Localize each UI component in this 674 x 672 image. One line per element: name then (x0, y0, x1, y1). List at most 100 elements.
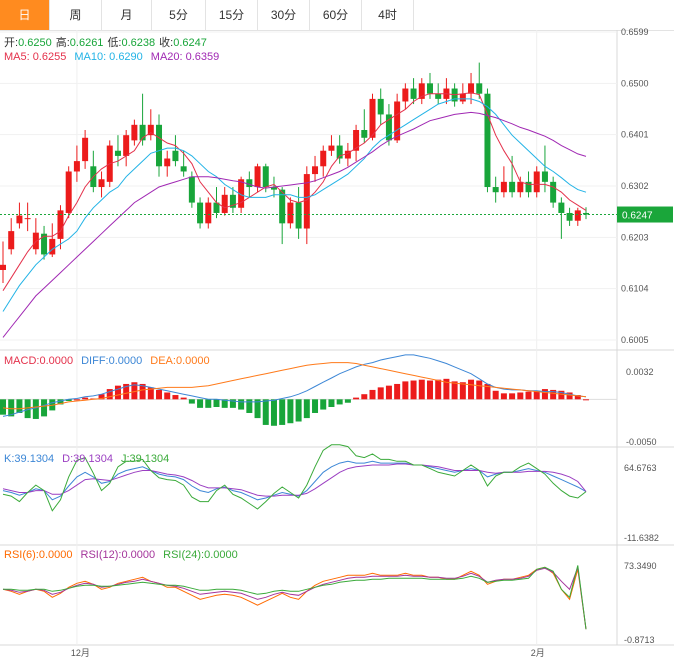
macd-bar-4 (24, 399, 31, 419)
rsi6-value: 0.0000 (39, 549, 73, 561)
macd-bar-13 (98, 394, 105, 400)
macd-bar-42 (336, 399, 343, 405)
tab-7[interactable]: 60分 (310, 0, 362, 30)
rsi-tick-1: 73.3490 (624, 561, 657, 571)
candle-body-41 (328, 145, 335, 151)
macd-bar-40 (320, 399, 327, 410)
candle-body-31 (246, 179, 253, 188)
candle-body-33 (262, 166, 269, 188)
chart-grid (0, 30, 674, 646)
candle-body-67 (541, 171, 548, 182)
candle-body-69 (558, 202, 565, 213)
rsi24-line (3, 565, 587, 630)
macd-bar-64 (517, 392, 524, 400)
macd-bar-62 (500, 393, 507, 400)
macd-bar-8 (57, 399, 64, 405)
tab-6[interactable]: 30分 (258, 0, 310, 30)
macd-tick-1: 0.0032 (626, 367, 654, 377)
j-value: 39.1304 (130, 453, 170, 465)
macd-bar-58 (468, 379, 475, 400)
candle-body-54 (435, 93, 442, 99)
candle-body-46 (369, 98, 376, 138)
rsi24-label: RSI(24): (163, 549, 204, 561)
candle-body-39 (312, 166, 319, 175)
ma10-value: 0.6290 (109, 51, 143, 63)
macd-bar-2 (8, 399, 15, 417)
candle-body-19 (147, 124, 154, 136)
candle-body-36 (287, 202, 294, 224)
macd-bar-21 (164, 392, 171, 400)
candle-body-9 (65, 171, 72, 213)
candle-body-21 (164, 158, 171, 167)
dea-label: DEA: (150, 355, 176, 367)
tab-5[interactable]: 15分 (206, 0, 258, 30)
diff-label: DIFF: (81, 355, 109, 367)
macd-bar-49 (394, 383, 401, 400)
tab-1[interactable]: 日 (0, 0, 50, 30)
macd-bar-25 (197, 399, 204, 408)
macd-bar-29 (229, 399, 236, 408)
candle-body-42 (336, 145, 343, 159)
candle-body-2 (8, 231, 15, 250)
low-value: 0.6238 (122, 37, 156, 49)
rsi24-value: 0.0000 (204, 549, 238, 561)
ma5-line (2, 92, 587, 291)
current-price-value: 0.6247 (622, 211, 653, 222)
macd-bar-26 (205, 399, 212, 408)
candle-body-37 (295, 202, 302, 229)
candle-body-23 (180, 166, 187, 172)
tab-2[interactable]: 周 (50, 0, 102, 30)
macd-bar-47 (377, 387, 384, 400)
candle-body-59 (476, 83, 483, 94)
kdj-panel (2, 444, 587, 512)
macd-bar-24 (188, 399, 195, 404)
tab-8[interactable]: 4时 (362, 0, 414, 30)
candle-body-71 (574, 210, 581, 221)
candle-body-52 (418, 83, 425, 99)
candle-body-27 (213, 202, 220, 213)
macd-bar-61 (492, 390, 499, 400)
macd-bar-10 (73, 399, 80, 401)
rsi12-value: 0.0000 (121, 549, 155, 561)
macd-bar-5 (32, 399, 39, 419)
candle-body-13 (98, 179, 105, 188)
x-label-1: 12月 (71, 648, 90, 658)
macd-bar-59 (476, 380, 483, 400)
ma5-label: MA5: (4, 51, 30, 63)
tab-4[interactable]: 5分 (152, 0, 206, 30)
tab-3[interactable]: 月 (102, 0, 152, 30)
macd-bar-50 (402, 381, 409, 400)
candle-body-58 (468, 83, 475, 94)
candle-body-15 (114, 150, 121, 156)
macd-value: 0.0000 (39, 355, 73, 367)
candle-body-7 (49, 238, 56, 255)
macd-bar-68 (550, 389, 557, 400)
macd-bar-55 (443, 378, 450, 400)
ohlc-legend: 开:0.6250 高:0.6261 低:0.6238 收:0.6247 (4, 35, 207, 49)
open-label: 开: (4, 37, 18, 49)
macd-bar-44 (353, 397, 360, 400)
candle-body-1 (0, 264, 6, 270)
high-value: 0.6261 (70, 37, 104, 49)
macd-bar-14 (106, 389, 113, 400)
candle-body-60 (484, 93, 491, 188)
low-label: 低: (107, 36, 121, 49)
candle-body-47 (377, 98, 384, 115)
macd-bar-41 (328, 399, 335, 407)
candle-body-44 (353, 130, 360, 151)
candle-body-38 (303, 174, 310, 229)
macd-label: MACD: (4, 355, 39, 367)
macd-bar-69 (558, 390, 565, 400)
macd-bar-37 (295, 399, 302, 422)
macd-bar-28 (221, 399, 228, 408)
d-value: 39.1304 (73, 453, 113, 465)
macd-bar-46 (369, 389, 376, 400)
close-value: 0.6247 (173, 37, 207, 49)
candle-body-66 (533, 171, 540, 193)
candle-body-48 (385, 114, 392, 141)
macd-bar-43 (344, 399, 351, 403)
current-price-tag (617, 206, 673, 223)
candle-body-65 (525, 181, 532, 193)
macd-bar-18 (139, 383, 146, 400)
